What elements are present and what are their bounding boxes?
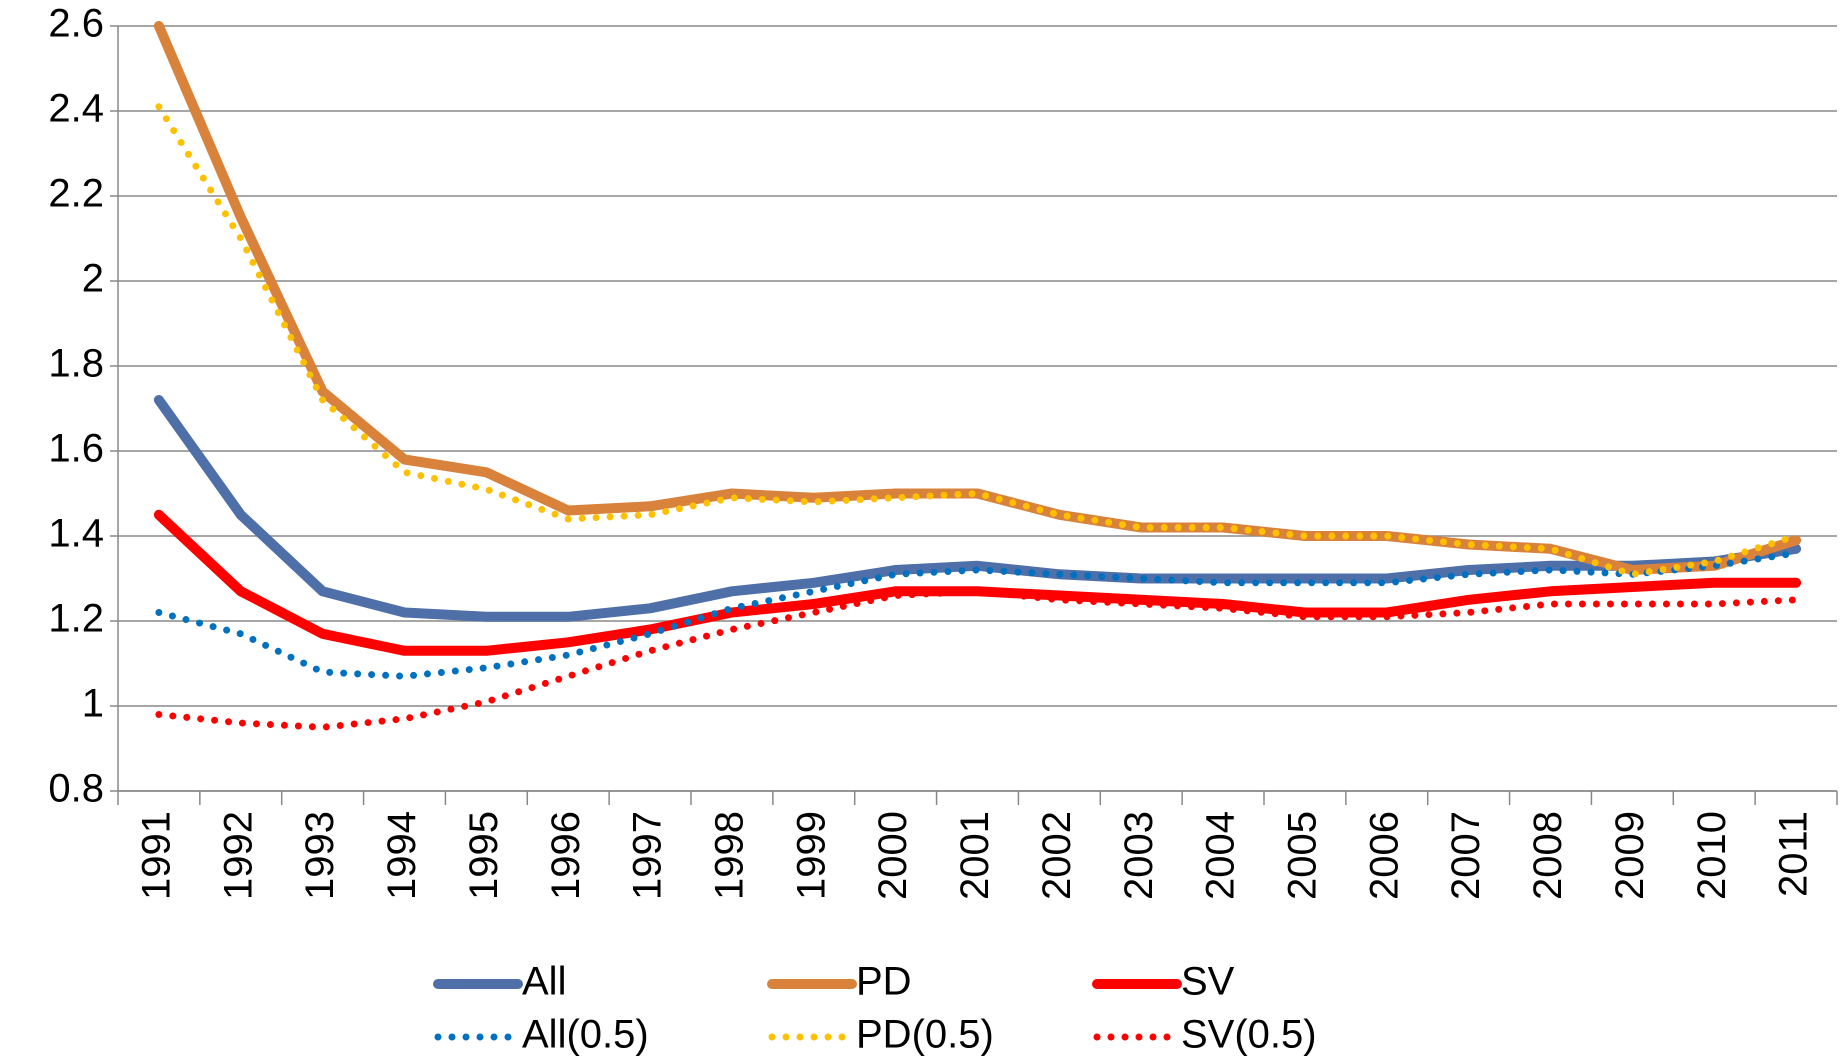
x-tick-label: 2003: [1117, 811, 1161, 900]
x-tick-label: 1997: [626, 811, 670, 900]
y-tick-label: 1.6: [48, 427, 104, 471]
y-tick-label: 2.2: [48, 172, 104, 216]
y-tick-label: 2: [82, 257, 104, 301]
x-tick-label: 1992: [216, 811, 260, 900]
x-tick-label: 2009: [1608, 811, 1652, 900]
x-tick-label: 2000: [871, 811, 915, 900]
x-tick-label: 1996: [544, 811, 588, 900]
legend-label: All(0.5): [522, 1013, 649, 1057]
series-line: [155, 103, 1800, 578]
x-tick-label: 1998: [707, 811, 751, 900]
y-tick-label: 1.2: [48, 597, 104, 641]
legend-label: All: [522, 960, 566, 1004]
legend-label: SV(0.5): [1181, 1013, 1317, 1057]
legend-label: PD: [856, 960, 912, 1004]
x-tick-label: 2010: [1690, 811, 1734, 900]
x-tick-label: 1999: [789, 811, 833, 900]
y-tick-label: 1: [82, 682, 104, 726]
y-tick-label: 0.8: [48, 767, 104, 811]
x-tick-label: 1993: [298, 811, 342, 900]
x-tick-label: 1991: [134, 811, 178, 900]
series-line: [153, 21, 1802, 575]
legend-label: SV: [1181, 960, 1235, 1004]
series-line: [155, 549, 1800, 680]
x-tick-label: 2006: [1362, 811, 1406, 900]
y-tick-label: 2.6: [48, 2, 104, 46]
series-line: [153, 395, 1802, 622]
y-tick-label: 1.4: [48, 512, 104, 556]
x-tick-label: 2007: [1444, 811, 1488, 900]
x-tick-label: 1995: [462, 811, 506, 900]
x-tick-label: 2008: [1526, 811, 1570, 900]
x-tick-label: 2002: [1035, 811, 1079, 900]
x-tick-label: 1994: [380, 811, 424, 900]
y-tick-label: 1.8: [48, 342, 104, 386]
x-tick-label: 2011: [1772, 811, 1816, 897]
series-line: [153, 509, 1802, 656]
x-tick-label: 2004: [1199, 811, 1243, 900]
x-tick-label: 2005: [1280, 811, 1324, 900]
series-line: [155, 587, 1800, 731]
x-tick-label: 2001: [953, 811, 997, 900]
y-tick-label: 2.4: [48, 87, 104, 131]
legend-label: PD(0.5): [856, 1013, 994, 1057]
